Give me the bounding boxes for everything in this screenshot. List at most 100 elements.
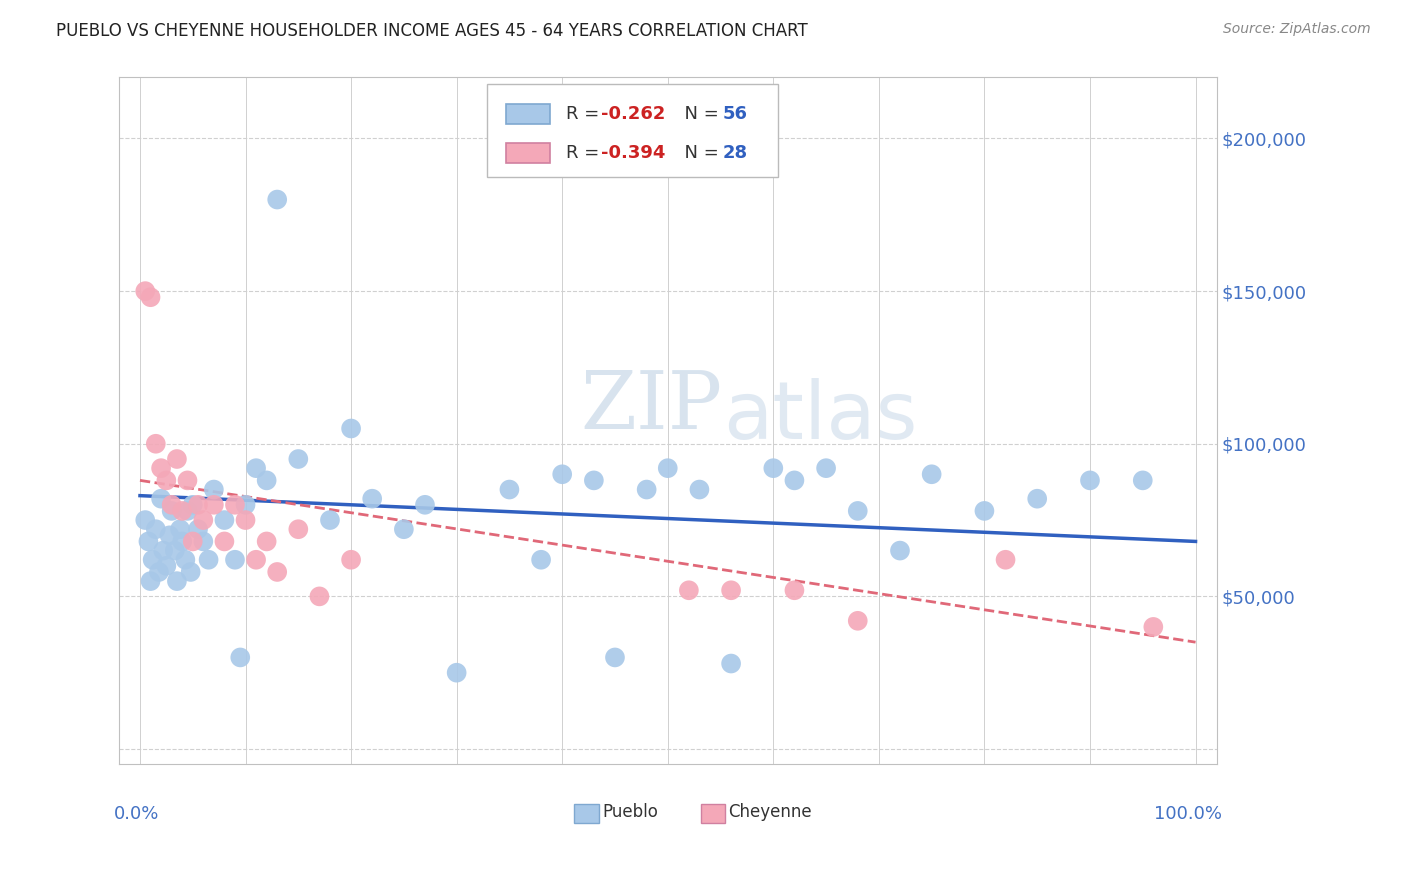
- Point: [308, 590, 330, 604]
- Text: PUEBLO VS CHEYENNE HOUSEHOLDER INCOME AGES 45 - 64 YEARS CORRELATION CHART: PUEBLO VS CHEYENNE HOUSEHOLDER INCOME AG…: [56, 22, 808, 40]
- Point: [340, 553, 363, 567]
- Point: [229, 650, 252, 665]
- FancyBboxPatch shape: [575, 804, 599, 823]
- Point: [139, 290, 162, 304]
- Text: 56: 56: [723, 105, 748, 123]
- Point: [256, 474, 278, 488]
- Point: [256, 534, 278, 549]
- Point: [197, 553, 219, 567]
- Point: [1142, 620, 1164, 634]
- Point: [134, 513, 156, 527]
- Point: [266, 565, 288, 579]
- Point: [148, 565, 170, 579]
- Point: [783, 474, 806, 488]
- Point: [319, 513, 342, 527]
- Point: [287, 522, 309, 536]
- Point: [846, 614, 869, 628]
- Point: [172, 504, 194, 518]
- FancyBboxPatch shape: [486, 85, 778, 177]
- Point: [361, 491, 384, 506]
- Point: [202, 498, 225, 512]
- Point: [678, 583, 700, 598]
- Point: [193, 513, 215, 527]
- Text: -0.262: -0.262: [600, 105, 665, 123]
- Point: [266, 193, 288, 207]
- Point: [163, 543, 186, 558]
- Point: [994, 553, 1017, 567]
- Point: [166, 574, 188, 588]
- Point: [636, 483, 658, 497]
- Point: [150, 461, 173, 475]
- Point: [973, 504, 995, 518]
- Point: [815, 461, 838, 475]
- Text: atlas: atlas: [723, 378, 917, 457]
- Point: [235, 498, 257, 512]
- Point: [214, 534, 236, 549]
- Point: [181, 534, 204, 549]
- Text: N =: N =: [673, 105, 724, 123]
- Text: ZIP: ZIP: [579, 368, 721, 446]
- Point: [287, 452, 309, 467]
- Point: [152, 543, 174, 558]
- Point: [889, 543, 911, 558]
- Point: [921, 467, 943, 482]
- Point: [846, 504, 869, 518]
- Text: 0.0%: 0.0%: [114, 805, 159, 823]
- Point: [762, 461, 785, 475]
- Point: [176, 504, 198, 518]
- Point: [235, 513, 257, 527]
- Point: [134, 284, 156, 298]
- Point: [160, 498, 183, 512]
- Point: [603, 650, 626, 665]
- FancyBboxPatch shape: [506, 103, 550, 124]
- Point: [187, 522, 209, 536]
- Point: [160, 504, 183, 518]
- Point: [150, 491, 173, 506]
- Point: [138, 534, 160, 549]
- FancyBboxPatch shape: [506, 143, 550, 163]
- Point: [340, 421, 363, 435]
- Text: -0.394: -0.394: [600, 144, 665, 162]
- Point: [720, 657, 742, 671]
- Point: [720, 583, 742, 598]
- Text: N =: N =: [673, 144, 724, 162]
- Point: [446, 665, 468, 680]
- Point: [1026, 491, 1049, 506]
- Point: [1078, 474, 1101, 488]
- Point: [180, 565, 202, 579]
- Point: [193, 534, 215, 549]
- Point: [392, 522, 415, 536]
- Point: [155, 558, 177, 573]
- Text: Source: ZipAtlas.com: Source: ZipAtlas.com: [1223, 22, 1371, 37]
- Point: [224, 553, 246, 567]
- Point: [187, 498, 209, 512]
- Point: [245, 553, 267, 567]
- Point: [551, 467, 574, 482]
- FancyBboxPatch shape: [700, 804, 725, 823]
- Point: [245, 461, 267, 475]
- Point: [530, 553, 553, 567]
- Point: [142, 553, 165, 567]
- Point: [582, 474, 605, 488]
- Text: R =: R =: [565, 144, 605, 162]
- Point: [166, 452, 188, 467]
- Point: [172, 534, 194, 549]
- Point: [224, 498, 246, 512]
- Point: [139, 574, 162, 588]
- Point: [159, 528, 181, 542]
- Point: [145, 436, 167, 450]
- Point: [498, 483, 520, 497]
- Point: [783, 583, 806, 598]
- Point: [657, 461, 679, 475]
- Point: [202, 483, 225, 497]
- Point: [176, 474, 198, 488]
- Point: [155, 474, 177, 488]
- Text: Cheyenne: Cheyenne: [728, 803, 811, 821]
- Point: [169, 522, 191, 536]
- Point: [688, 483, 710, 497]
- Text: 28: 28: [723, 144, 748, 162]
- Point: [214, 513, 236, 527]
- Point: [1132, 474, 1154, 488]
- Text: 100.0%: 100.0%: [1154, 805, 1222, 823]
- Point: [181, 498, 204, 512]
